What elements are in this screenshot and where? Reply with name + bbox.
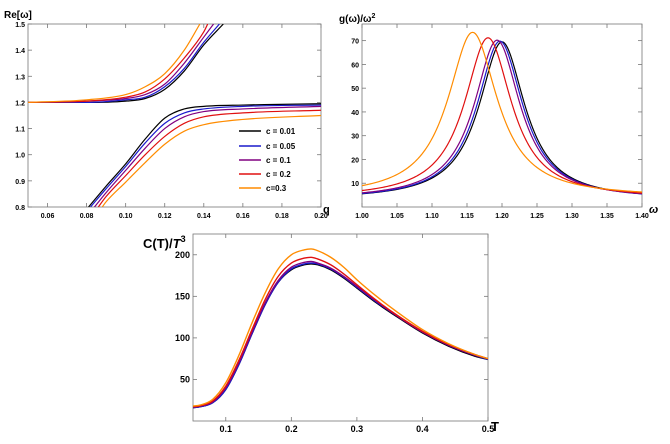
x-tick-label: 0.4 [416,424,429,434]
legend-label-c-0.2: c = 0.2 [266,170,291,179]
dispersion-upper-branch-line [28,24,215,104]
x-tick-label: 0.3 [351,424,364,434]
y-tick-label: 70 [351,39,359,46]
x-tick-label: 0.1 [220,424,233,434]
dispersion-y-axis-label: Re[ω] [4,10,32,21]
legend-label-c-0.01: c = 0.01 [266,127,296,136]
x-tick-label: 1.25 [530,213,544,220]
y-tick-label: 50 [351,86,359,93]
x-tick-label: 0.20 [314,213,328,220]
plot-frame [192,233,489,422]
x-tick-label: 0.18 [275,213,289,220]
x-tick-label: 1.30 [565,213,579,220]
dispersion-upper-branch-line [28,24,220,104]
heat-series-line [193,248,488,407]
x-tick-label: 0.14 [197,213,211,220]
y-tick-label: 1.0 [15,153,25,160]
x-tick-label: 0.12 [158,213,172,220]
x-tick-label: 0.2 [285,424,298,434]
x-tick-label: 1.05 [390,213,404,220]
heat-ticks: 0.1 0.2 0.3 0.4 0.5 50 100 150 200 [175,234,494,434]
y-tick-label: 1.2 [15,100,25,107]
dispersion-curves [28,24,321,207]
dos-ticks: 1.00 1.05 1.10 1.15 1.20 1.25 1.30 1.35 1.40 10 20… [351,24,649,220]
dispersion-lower-branch-line [101,114,321,207]
y-tick-label: 1.4 [15,48,25,55]
x-tick-label: 1.35 [600,213,614,220]
heat-series-line [193,260,488,408]
dispersion-lower-branch-line [97,109,321,207]
y-tick-label: 10 [351,181,359,188]
y-tick-label: 150 [175,291,190,301]
density-of-states-plot: g(ω)/ω2 ω 1.00 1.05 1.10 1.15 1.20 1.25 1.30 1.… [339,13,658,220]
y-tick-label: 1.3 [15,74,25,81]
dos-curves [362,31,642,195]
dispersion-lower-branch-line [88,103,321,207]
heat-series-line [193,256,488,408]
y-tick-label: 40 [351,110,359,117]
dispersion-x-axis-label: q [323,204,330,216]
legend-label-c-0.3: c=0.3 [266,184,287,193]
y-tick-label: 1.5 [15,22,25,29]
plot-frame [27,23,322,208]
heat-x-axis-label: T [491,419,499,434]
x-tick-label: 0.5 [482,424,495,434]
heat-series-line [193,263,488,409]
specific-heat-plot: C(T)/T3 T 0.1 0.2 0.3 0.4 0.5 50 100 150 200 [143,233,499,434]
y-tick-label: 20 [351,157,359,164]
dispersion-legend: c = 0.01 c = 0.05 c = 0.1 c = 0.2 c=0.3 [239,127,296,193]
heat-y-axis-label: C(T)/T3 [143,234,186,251]
legend-label-c-0.1: c = 0.1 [266,156,291,165]
x-tick-label: 1.40 [635,213,649,220]
x-tick-label: 1.00 [355,213,369,220]
dos-series-line [362,31,642,193]
dos-x-axis-label: ω [649,204,658,216]
dos-axes [361,23,643,208]
x-tick-label: 0.10 [119,213,133,220]
dispersion-ticks: 0.06 0.08 0.10 0.12 0.14 0.16 0.18 0.20 0.8 0.9 1.… [15,22,328,220]
heat-curves [193,248,488,409]
y-tick-label: 1.1 [15,127,25,134]
y-tick-label: 100 [175,333,190,343]
y-tick-label: 30 [351,134,359,141]
x-tick-label: 0.08 [80,213,94,220]
dispersion-upper-branch-line [28,24,224,104]
legend-label-c-0.05: c = 0.05 [266,142,296,151]
x-tick-label: 1.15 [460,213,474,220]
y-tick-label: 200 [175,250,190,260]
y-tick-label: 0.9 [15,179,25,186]
x-tick-label: 0.06 [41,213,55,220]
heat-series-line [193,262,488,409]
dispersion-axes [27,23,322,208]
heat-axes [192,233,489,422]
y-tick-label: 60 [351,62,359,69]
x-tick-label: 1.10 [425,213,439,220]
plot-frame [361,23,643,208]
dispersion-plot: Re[ω] q 0.06 0.08 0.10 0.12 0.14 0.16 0.18 0.20… [4,10,330,220]
dispersion-lower-branch-line [90,104,321,207]
y-tick-label: 50 [180,374,190,384]
dispersion-upper-branch-line [28,24,201,104]
dos-y-axis-label: g(ω)/ω2 [339,13,375,25]
x-tick-label: 1.20 [495,213,509,220]
x-tick-label: 0.16 [236,213,250,220]
y-tick-label: 0.8 [15,205,25,212]
dispersion-lower-branch-line [93,105,321,207]
dispersion-upper-branch-line [28,24,209,104]
